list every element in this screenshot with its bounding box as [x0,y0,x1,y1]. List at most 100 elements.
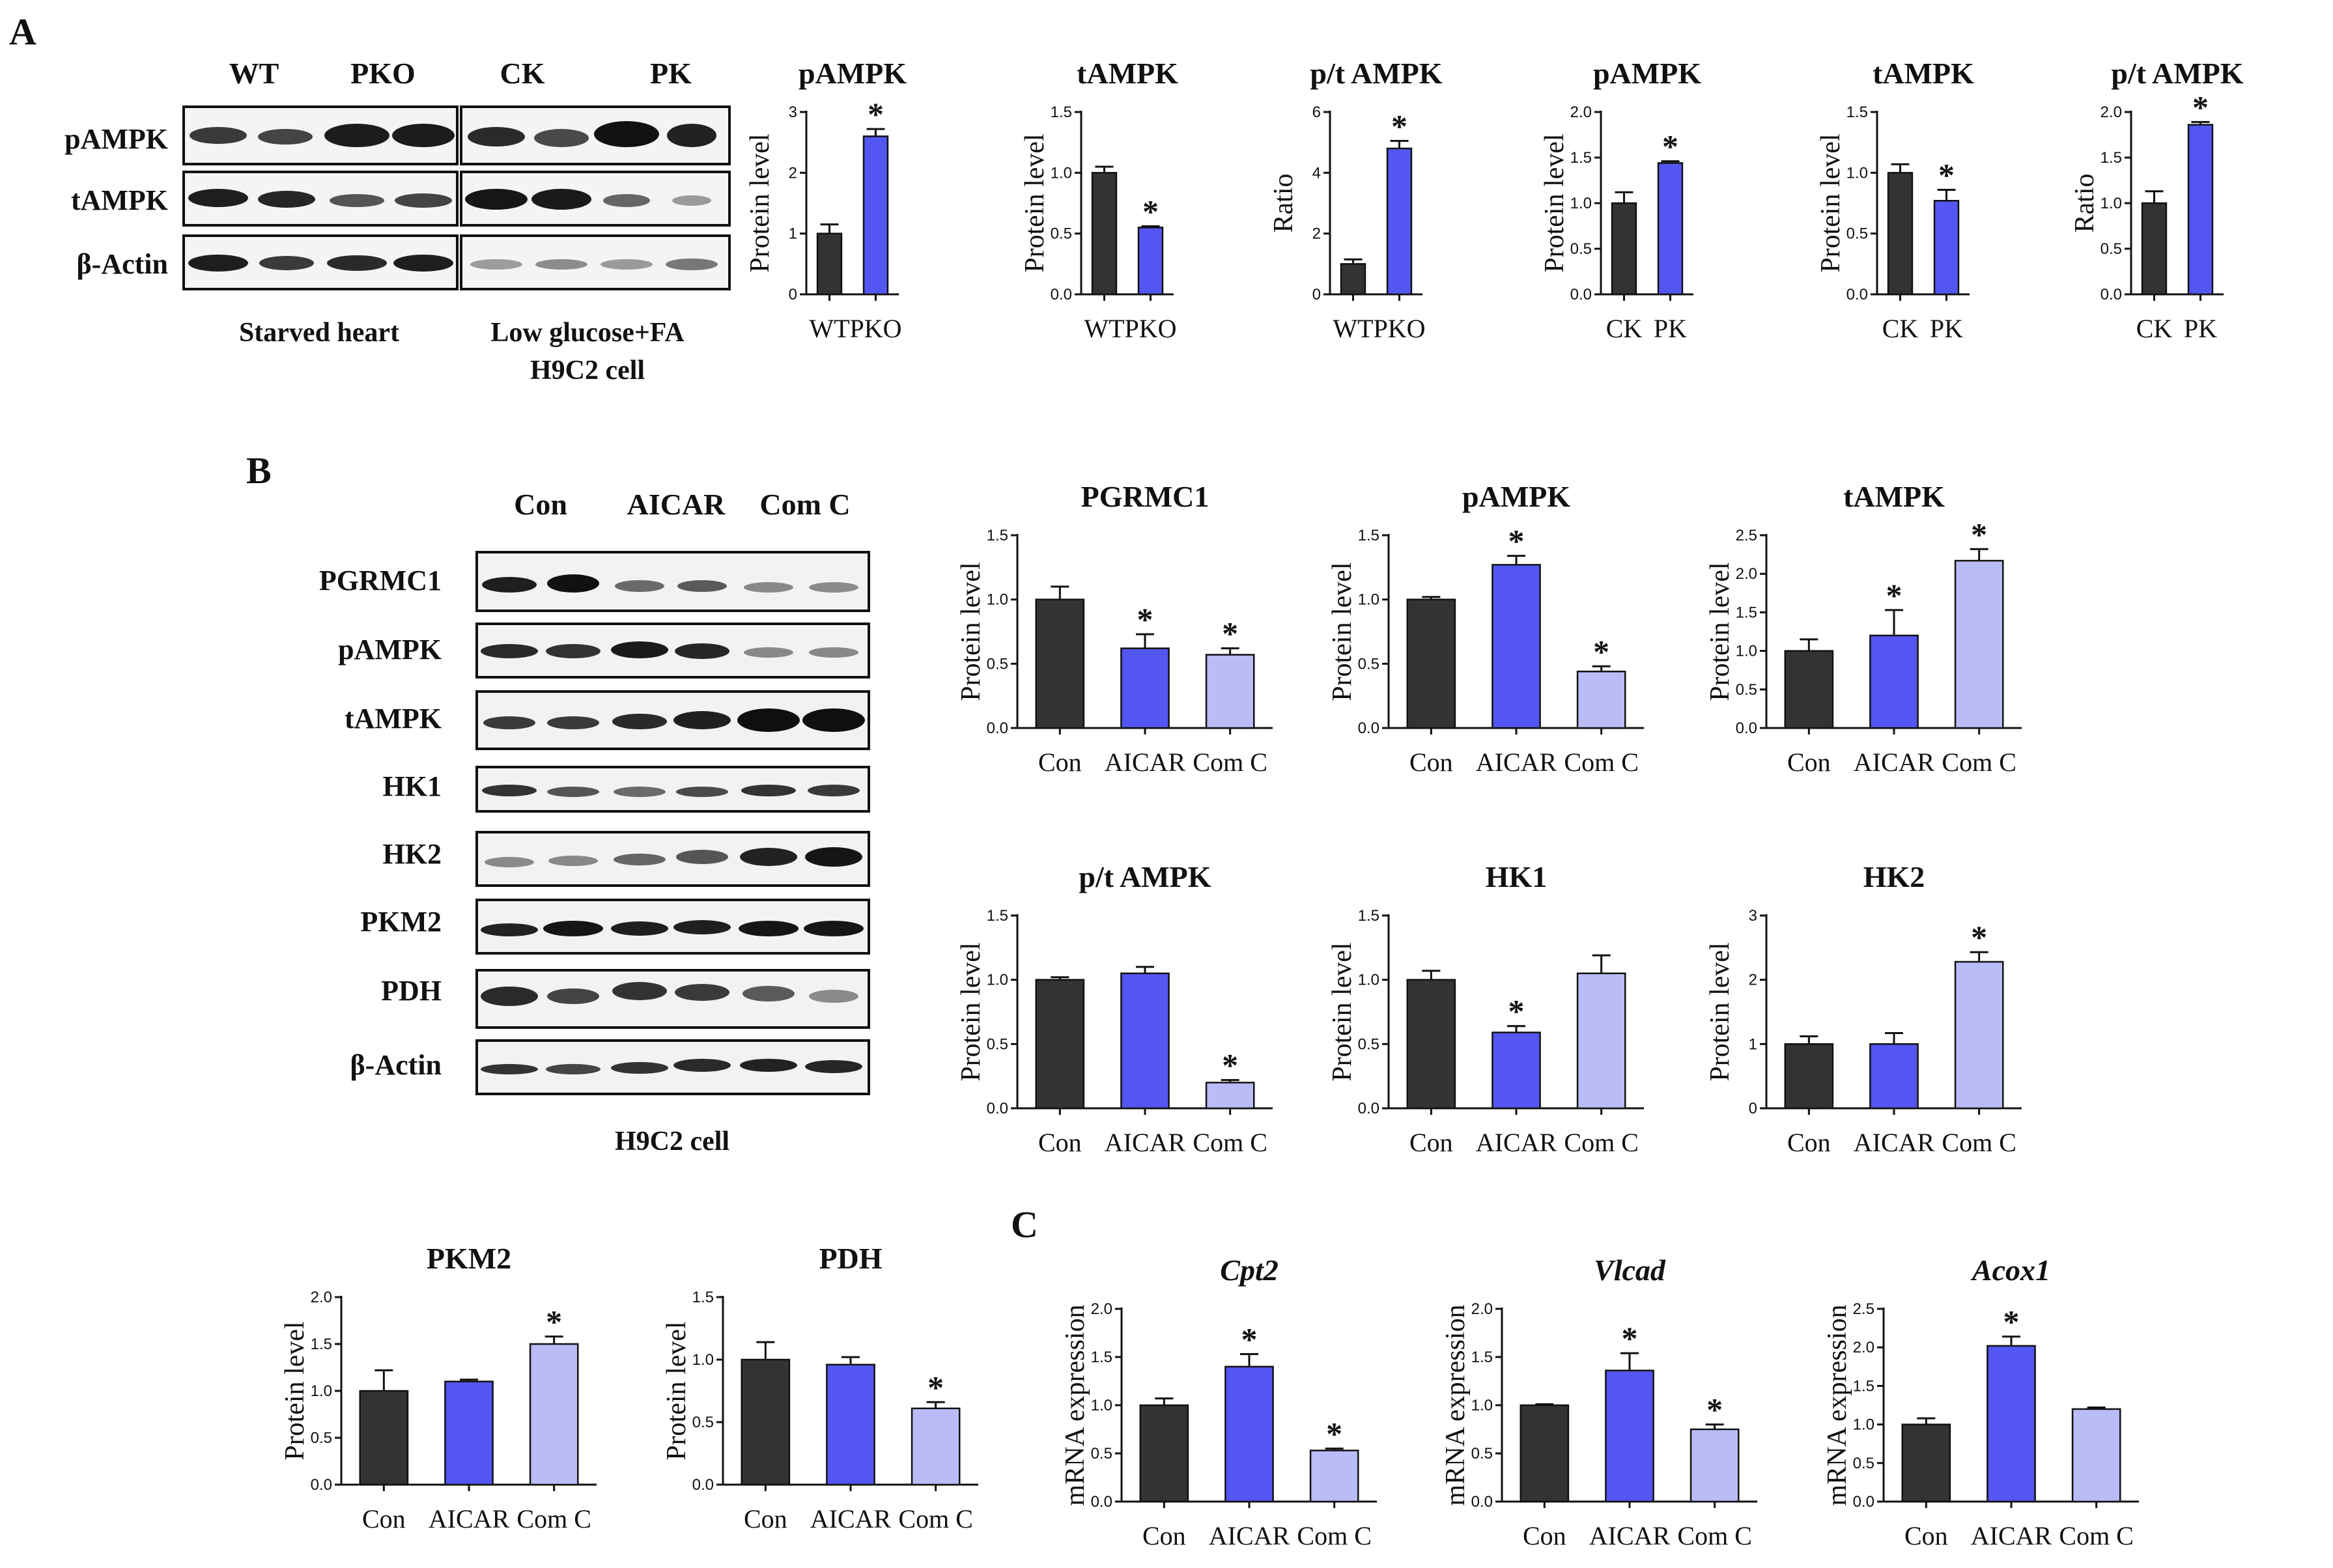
y-tick-label: 0.0 [1846,286,1868,303]
blot-band [543,921,603,936]
y-tick-label: 1 [789,225,797,243]
blot-b-frame [475,831,870,887]
blot-band [805,847,862,867]
blot-band [330,194,384,207]
chart-title: PGRMC1 [1081,480,1209,513]
y-tick-label: 1.5 [1736,604,1757,621]
blot-band [673,1059,731,1072]
x-tick-label: Com C [1564,748,1638,777]
blot-band [737,708,800,732]
bar [1576,972,1626,1110]
significance-star: * [927,1369,944,1405]
blot-b-frame [475,623,870,679]
x-tick-label: Con [1523,1521,1566,1550]
y-tick-label: 0.0 [987,720,1008,737]
blot-band [666,259,718,270]
bar [1954,559,2004,729]
x-tick-label: AICAR [1589,1521,1671,1550]
chart-title: pAMPK [1462,480,1570,513]
x-tick-label: CK [2136,314,2173,343]
y-axis-label: Ratio [2070,174,2100,233]
significance-star: * [1222,615,1238,652]
x-tick-label: Com C [1564,1128,1638,1157]
blot-band [482,785,537,796]
y-axis-label: Protein level [1705,562,1735,701]
chart-title: Acox1 [1970,1253,2050,1287]
blot-band [546,1064,601,1074]
x-tick-label: Con [1038,1128,1082,1157]
x-tick-label: WT [1084,314,1124,343]
x-tick-label: CK [1606,314,1643,343]
blot-band [547,716,599,729]
x-tick-label: Com C [1193,1128,1267,1157]
x-tick-label: PKO [1373,314,1425,343]
y-tick-label: 1.5 [1358,907,1379,925]
blot-b-group-con: Con [514,488,567,521]
y-tick-label: 2.0 [1471,1300,1493,1318]
y-tick-label: 0.5 [1471,1445,1493,1463]
y-tick-label: 1.0 [1091,1397,1112,1414]
blot-band [535,259,587,270]
y-tick-label: 1.0 [1853,1416,1874,1434]
blot-b-row-pkm2: PKM2 [360,906,442,938]
bar [1139,1404,1189,1503]
y-tick-label: 2.5 [1853,1300,1874,1318]
blot-band [258,191,315,208]
y-tick-label: 0.5 [1051,225,1072,243]
bar [1520,1404,1570,1503]
y-tick-label: 0.0 [1358,1100,1379,1117]
chart-a6: p/t AMPK Ratio 0.0 0.5 1.0 1.5 2.0 CK PK * [2070,57,2244,343]
bar [826,1364,875,1486]
y-axis-label: Protein level [1705,942,1735,1081]
bar [1901,1423,1951,1503]
x-tick-label: AICAR [1971,1521,2052,1550]
bar [1492,1031,1541,1110]
blot-band [188,189,248,207]
bar [1869,634,1919,729]
y-tick-label: 0.0 [1570,286,1592,303]
chart-b6: HK2 Protein level 0 1 2 3 Con AICAR Com C * [1705,860,2022,1157]
blot-band [741,785,796,796]
panel-letter-b: B [246,449,272,492]
x-tick-label: PK [1930,314,1963,343]
y-tick-label: 0.0 [1091,1493,1112,1511]
y-tick-label: 0.5 [692,1414,714,1431]
chart-title: p/t AMPK [2111,57,2243,90]
x-tick-label: AICAR [810,1504,892,1533]
significance-star: * [1142,193,1159,229]
blot-band [327,255,387,271]
y-tick-label: 1.5 [987,907,1008,925]
blot-band [673,920,731,934]
y-tick-label: 2.0 [311,1289,332,1306]
chart-title: Cpt2 [1220,1253,1278,1287]
blot-band [468,127,525,147]
blot-b-row-hk1: HK1 [383,770,442,802]
blot-band [673,711,731,729]
y-tick-label: 0.0 [1051,286,1072,303]
y-axis-label: Protein level [280,1321,310,1460]
y-tick-label: 0 [1312,286,1321,303]
bar [359,1390,409,1486]
y-tick-label: 1.5 [311,1336,332,1353]
x-tick-label: Com C [1942,748,2016,777]
blot-band [547,574,599,593]
significance-star: * [1241,1321,1258,1358]
y-tick-label: 0.0 [987,1100,1008,1117]
blot-a: WT PKO CK PK pAMPK tAMPK β-Actin [64,57,731,385]
blot-band [612,982,667,1000]
blot-band [601,259,653,270]
x-tick-label: Con [1787,1128,1831,1157]
blot-b-caption: H9C2 cell [615,1127,729,1156]
chart-a1: pAMPK Protein level 0 1 2 3 WT PKO * [745,57,907,343]
blot-b-frame [475,969,870,1029]
bar [1690,1428,1740,1503]
y-tick-label: 0.5 [1570,240,1592,258]
blot-b-frame [475,1039,870,1095]
chart-b4: p/t AMPK Protein level 0.0 0.5 1.0 1.5 Con AICA… [956,860,1273,1157]
y-axis-label: mRNA expression [1441,1304,1471,1505]
bar [444,1380,494,1486]
blot-band [324,124,389,147]
y-tick-label: 1.5 [1358,527,1379,544]
